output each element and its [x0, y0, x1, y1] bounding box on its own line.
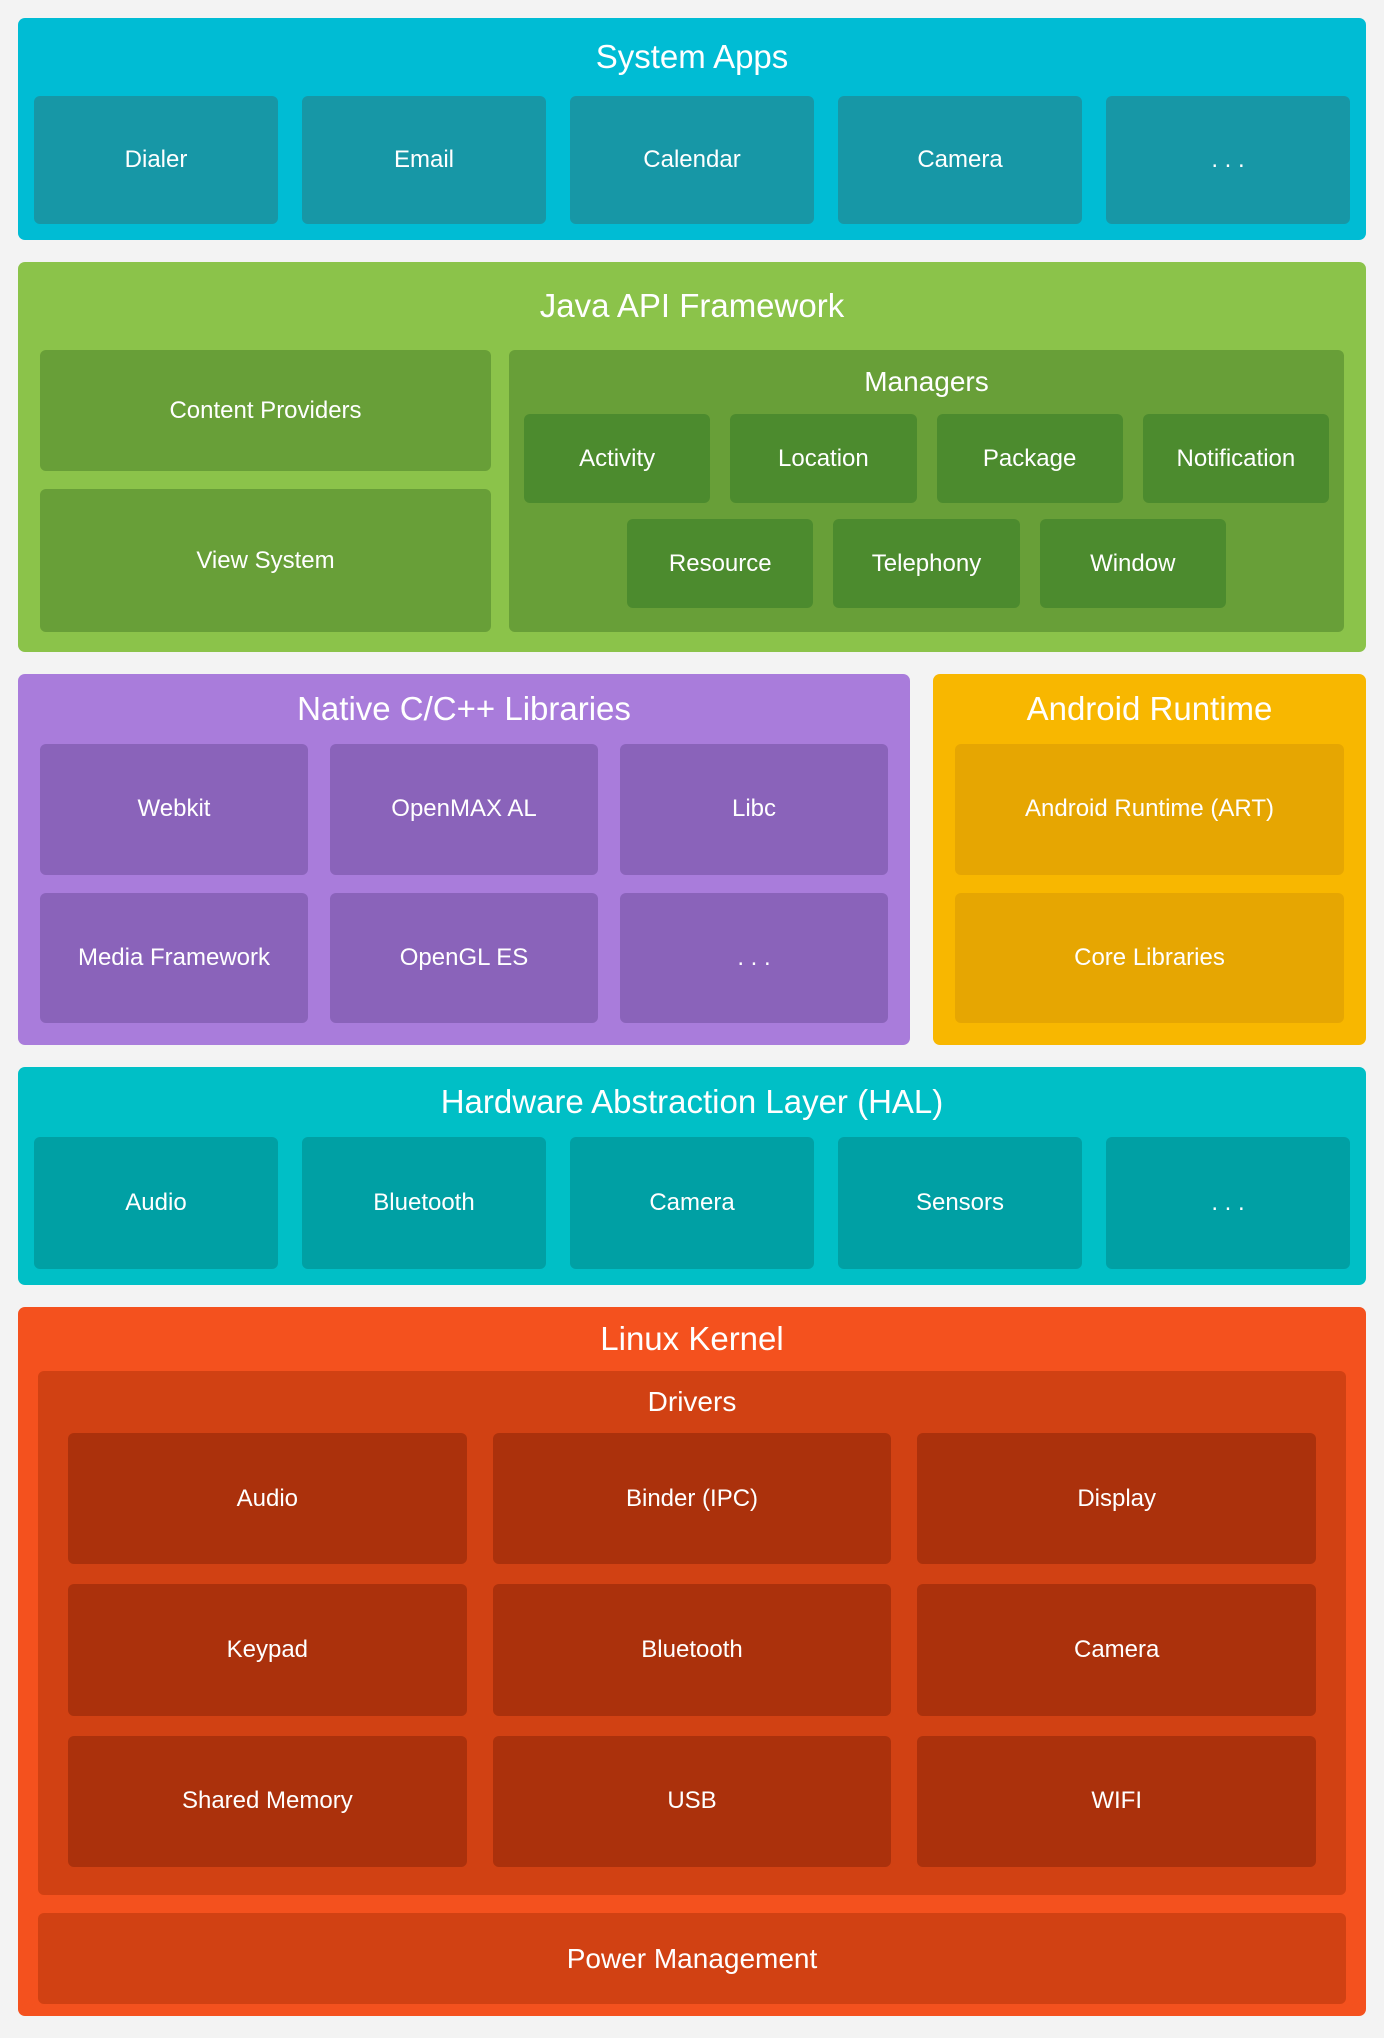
- java-api-framework-panel: Java API Framework Content Providers Vie…: [18, 262, 1366, 652]
- system-app-box: Dialer: [34, 96, 278, 224]
- system-app-box: Calendar: [570, 96, 814, 224]
- native-and-runtime-row: Native C/C++ Libraries Webkit OpenMAX AL L…: [18, 674, 1366, 1045]
- native-libraries-row-2: Media Framework OpenGL ES. . .: [40, 892, 888, 1023]
- native-library-box: OpenMAX AL: [330, 744, 598, 875]
- android-runtime-title: Android Runtime: [1026, 690, 1273, 727]
- manager-box: Notification: [1142, 414, 1329, 503]
- hal-boxes: Audio Bluetooth Camera Sensors. . .: [34, 1137, 1350, 1269]
- hal-box: Camera: [570, 1137, 814, 1269]
- managers-row-1: Activity Location Package Notification: [524, 414, 1329, 503]
- content-providers-box: Content Providers: [40, 350, 491, 471]
- manager-box: Location: [730, 414, 917, 503]
- drivers-panel: Drivers Audio Binder (IPC) Display Keypad B…: [38, 1371, 1346, 1895]
- linux-kernel-title: Linux Kernel: [600, 1320, 784, 1357]
- system-app-box: . . .: [1106, 96, 1350, 224]
- hal-box: Bluetooth: [302, 1137, 546, 1269]
- hal-title: Hardware Abstraction Layer (HAL): [440, 1083, 944, 1120]
- native-library-box: OpenGL ES: [330, 892, 598, 1023]
- native-library-box: . . .: [620, 892, 888, 1023]
- driver-box: Binder (IPC): [492, 1433, 892, 1565]
- runtime-box: Core Libraries: [955, 892, 1344, 1023]
- system-apps-boxes: Dialer Email Calendar Camera. . .: [34, 96, 1350, 224]
- driver-box: Camera: [917, 1584, 1317, 1716]
- driver-box: Shared Memory: [68, 1735, 467, 1867]
- driver-box: Audio: [68, 1433, 467, 1565]
- java-api-framework-title: Java API Framework: [539, 287, 845, 324]
- native-libraries-row-1: Webkit OpenMAX AL Libc: [40, 744, 888, 875]
- linux-kernel-panel: Linux Kernel Drivers Audio Binder (IPC) Di…: [18, 1307, 1366, 2016]
- driver-box: USB: [492, 1735, 892, 1867]
- driver-box: Keypad: [68, 1584, 467, 1716]
- driver-box: Display: [917, 1433, 1317, 1565]
- system-apps-title: System Apps: [595, 38, 789, 75]
- managers-title: Managers: [864, 366, 989, 397]
- manager-box: Telephony: [833, 519, 1020, 608]
- power-management-box: Power Management: [38, 1913, 1346, 2004]
- driver-box: WIFI: [917, 1735, 1317, 1867]
- hal-box: . . .: [1106, 1137, 1350, 1269]
- driver-box: Bluetooth: [492, 1584, 892, 1716]
- hal-box: Sensors: [838, 1137, 1082, 1269]
- java-api-framework-content: Content Providers View System Managers A…: [40, 350, 1344, 632]
- native-library-box: Media Framework: [40, 892, 308, 1023]
- manager-box: Resource: [627, 519, 814, 608]
- system-app-box: Camera: [838, 96, 1082, 224]
- android-runtime-panel: Android Runtime Android Runtime (ART) Cor…: [933, 674, 1366, 1045]
- hal-box: Audio: [34, 1137, 278, 1269]
- native-libraries-panel: Native C/C++ Libraries Webkit OpenMAX AL L…: [18, 674, 910, 1045]
- hal-panel: Hardware Abstraction Layer (HAL) Audio Bl…: [18, 1067, 1366, 1285]
- java-left-column: Content Providers View System: [40, 350, 491, 632]
- drivers-row-3: Shared Memory USB WIFI: [68, 1735, 1317, 1867]
- android-runtime-boxes: Android Runtime (ART) Core Libraries: [955, 744, 1344, 1023]
- manager-box: Window: [1039, 519, 1226, 608]
- managers-panel: Managers Activity Location Package Notifica…: [509, 350, 1344, 632]
- drivers-row-2: Keypad Bluetooth Camera: [68, 1584, 1317, 1716]
- manager-box: Activity: [524, 414, 711, 503]
- native-libraries-title: Native C/C++ Libraries: [297, 690, 631, 727]
- system-app-box: Email: [302, 96, 546, 224]
- manager-box: Package: [936, 414, 1123, 503]
- drivers-row-1: Audio Binder (IPC) Display: [68, 1433, 1317, 1565]
- drivers-title: Drivers: [647, 1386, 737, 1417]
- runtime-box: Android Runtime (ART): [955, 744, 1344, 875]
- native-library-box: Webkit: [40, 744, 308, 875]
- managers-row-2: Resource Telephony Window: [524, 519, 1329, 608]
- native-library-box: Libc: [620, 744, 888, 875]
- system-apps-panel: System Apps Dialer Email Calendar Camera. .…: [18, 18, 1366, 240]
- view-system-box: View System: [40, 489, 491, 632]
